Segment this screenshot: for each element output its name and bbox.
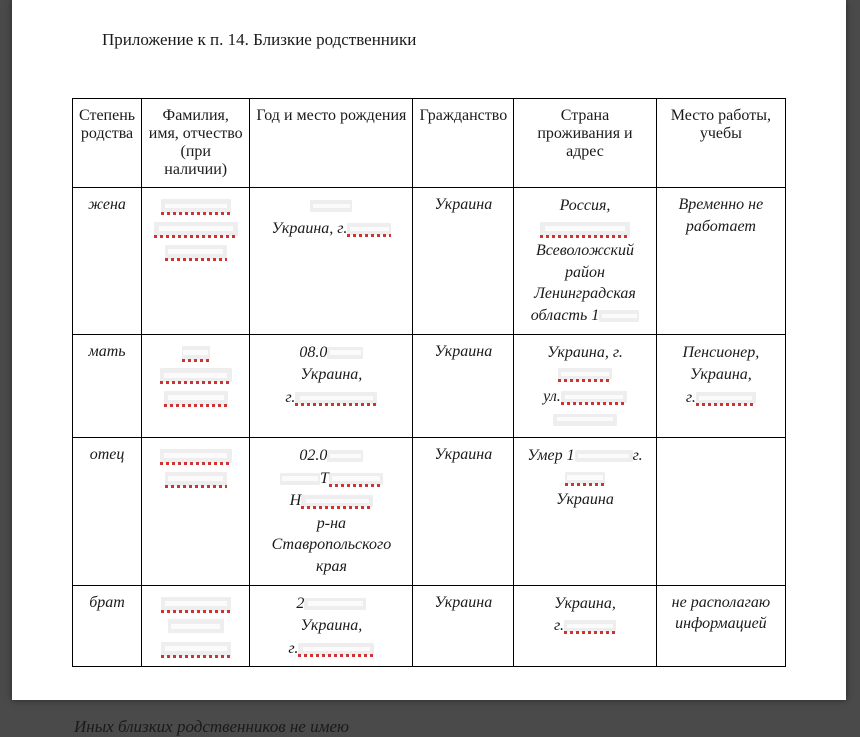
cell-birth: 2Украина,г. [250, 585, 413, 667]
table-row: жена Украина, г.УкраинаРоссия,Всеволожски… [73, 188, 786, 335]
cell-birth: 02.0ТНр-на Ставропольского края [250, 437, 413, 585]
redacted-block [161, 642, 231, 656]
redacted-block [599, 310, 639, 322]
page-title: Приложение к п. 14. Близкие родственники [102, 30, 786, 50]
redacted-block [154, 222, 238, 236]
redacted-block [540, 222, 630, 236]
cell-work: Временно не работает [656, 188, 785, 335]
redacted-block [561, 391, 627, 403]
cell-residence: Россия,Всеволожский район Ленинградская … [514, 188, 657, 335]
table-row: мать 08.0Украина,г.УкраинаУкраина, г.ул.П… [73, 334, 786, 437]
col-relation: Степень родства [73, 99, 142, 188]
redacted-block [301, 495, 373, 507]
cell-residence: Украина, г.ул. [514, 334, 657, 437]
redacted-block [168, 619, 224, 633]
col-residence: Страна проживания и адрес [514, 99, 657, 188]
cell-citizenship: Украина [413, 188, 514, 335]
redacted-block [161, 597, 231, 611]
cell-relation: отец [73, 437, 142, 585]
redacted-block [161, 199, 231, 213]
cell-citizenship: Украина [413, 437, 514, 585]
redacted-block [565, 472, 605, 484]
redacted-block [165, 472, 227, 486]
cell-birth: 08.0Украина,г. [250, 334, 413, 437]
cell-relation: брат [73, 585, 142, 667]
redacted-block [164, 391, 228, 405]
cell-residence: Умер 1г.Украина [514, 437, 657, 585]
redacted-block [182, 346, 210, 360]
redacted-block [558, 368, 612, 380]
col-name: Фамилия, имя, отчество (при наличии) [142, 99, 250, 188]
redacted-block [160, 368, 232, 382]
cell-citizenship: Украина [413, 585, 514, 667]
cell-citizenship: Украина [413, 334, 514, 437]
redacted-block [696, 392, 756, 404]
col-citizenship: Гражданство [413, 99, 514, 188]
cell-relation: жена [73, 188, 142, 335]
cell-name [142, 437, 250, 585]
table-row: брат 2Украина,г.УкраинаУкраина,г.не распо… [73, 585, 786, 667]
cell-birth: Украина, г. [250, 188, 413, 335]
redacted-block [310, 200, 352, 212]
redacted-block [280, 473, 320, 485]
redacted-block [295, 392, 377, 404]
cell-work [656, 437, 785, 585]
redacted-block [298, 643, 374, 655]
table-header-row: Степень родства Фамилия, имя, отчество (… [73, 99, 786, 188]
col-work: Место работы, учебы [656, 99, 785, 188]
cell-residence: Украина,г. [514, 585, 657, 667]
redacted-block [553, 414, 617, 426]
table-row: отец 02.0ТНр-на Ставропольского краяУкраи… [73, 437, 786, 585]
relatives-table: Степень родства Фамилия, имя, отчество (… [72, 98, 786, 667]
cell-name [142, 188, 250, 335]
col-birth: Год и место рождения [250, 99, 413, 188]
redacted-block [165, 245, 227, 259]
redacted-block [327, 347, 363, 359]
redacted-block [347, 223, 391, 235]
cell-relation: мать [73, 334, 142, 437]
redacted-block [564, 620, 616, 632]
redacted-block [327, 450, 363, 462]
cell-name [142, 334, 250, 437]
cell-work: не располагаю информацией [656, 585, 785, 667]
redacted-block [329, 473, 383, 485]
footer-note: Иных близких родственников не имею [74, 717, 786, 737]
redacted-block [575, 450, 633, 462]
redacted-block [160, 449, 232, 463]
cell-work: Пенсионер,Украина,г. [656, 334, 785, 437]
document-page: Приложение к п. 14. Близкие родственники… [12, 0, 846, 700]
redacted-block [304, 598, 366, 610]
cell-name [142, 585, 250, 667]
